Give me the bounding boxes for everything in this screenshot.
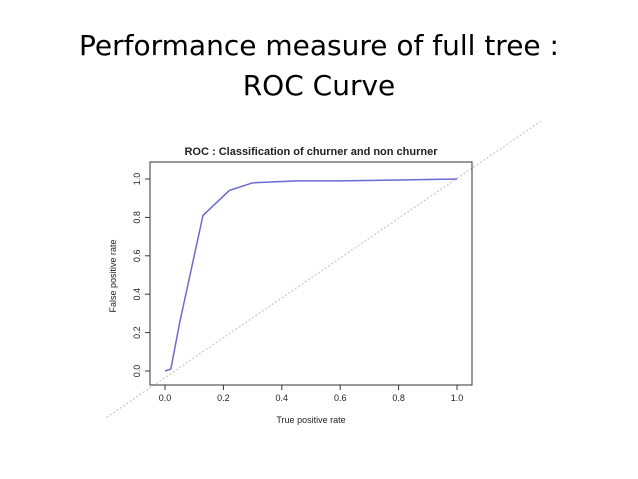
y-tick-label: 0.4 (132, 288, 142, 301)
plot-frame (149, 161, 473, 386)
y-axis-label: False positive rate (108, 239, 118, 312)
slide-title-line-1: Performance measure of full tree : (79, 29, 559, 62)
x-tick-label: 0.2 (217, 393, 230, 403)
y-tick-label: 0.6 (132, 250, 142, 263)
x-axis-label: True positive rate (276, 415, 345, 425)
y-tick-label: 0.2 (132, 326, 142, 339)
reference-diagonal-line (106, 120, 541, 418)
x-tick-label: 1.0 (451, 393, 464, 403)
y-tick-label: 0.0 (132, 365, 142, 378)
x-tick-label: 0.0 (159, 393, 172, 403)
x-tick-label: 0.6 (334, 393, 347, 403)
chart-title: ROC : Classification of churner and non … (184, 146, 438, 158)
slide-title: Performance measure of full tree : ROC C… (0, 26, 638, 106)
y-tick-label: 1.0 (132, 173, 142, 186)
roc-curve-line (164, 178, 458, 372)
y-tick-label: 0.8 (132, 211, 142, 224)
x-tick-label: 0.4 (276, 393, 289, 403)
slide-title-line-2: ROC Curve (242, 69, 396, 102)
x-tick-label: 0.8 (392, 393, 405, 403)
